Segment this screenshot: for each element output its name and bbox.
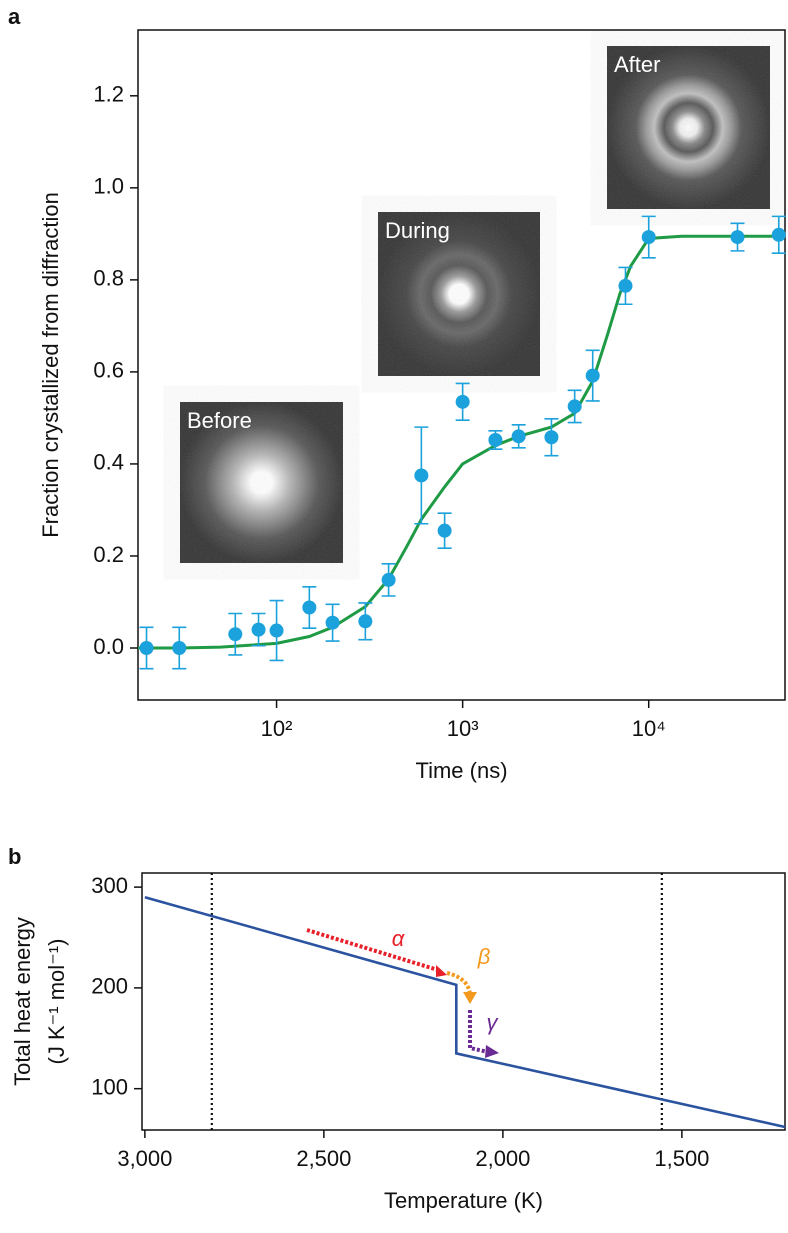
inset-grain [607,46,770,209]
data-point [455,394,470,409]
data-point [511,429,526,444]
data-point [358,614,373,629]
plot-frame [137,29,786,701]
x-tick-label: 2,500 [296,1146,351,1171]
data-point [139,641,154,656]
y-tick-label: 0.0 [93,634,124,659]
data-point [488,433,503,448]
data-point [302,600,317,615]
data-point [567,399,582,414]
data-point [771,227,786,242]
panel-label: a [8,4,21,29]
y-tick-label: 0.4 [93,450,124,475]
data-point [228,627,243,642]
data-point [269,623,284,638]
data-point [251,622,266,637]
y-tick-label: 0.8 [93,266,124,291]
beta-arrow [446,971,472,995]
x-tick-label: 2,000 [475,1146,530,1171]
y-axis-label: (J K⁻¹ mol⁻¹) [44,939,69,1065]
y-tick-label: 100 [91,1074,128,1099]
data-point [618,278,633,293]
x-axis-label: Time (ns) [415,758,507,783]
arrow-head [436,965,447,977]
gamma-arrow [468,1010,489,1054]
inset-grain [378,212,540,376]
data-point [730,230,745,245]
annotation-label: β [477,944,491,969]
arrow-head [485,1045,499,1058]
data-point [414,468,429,483]
y-tick-label: 1.0 [93,174,124,199]
y-tick-label: 0.6 [93,358,124,383]
data-point [437,523,452,538]
data-point [325,615,340,630]
inset-label: Before [187,408,252,433]
panel-label: b [8,844,21,869]
x-axis-label: Temperature (K) [384,1188,543,1213]
y-axis-label: Total heat energy [10,917,35,1086]
annotation-label: α [392,926,406,951]
y-axis-label: Fraction crystallized from diffraction [38,192,63,538]
data-point [585,368,600,383]
y-tick-label: 1.2 [93,82,124,107]
inset-grain [180,402,343,563]
x-tick-label: 10⁴ [632,716,666,741]
y-tick-label: 0.2 [93,542,124,567]
inset-label: After [614,52,660,77]
alpha-arrow [306,928,439,972]
data-point [381,572,396,587]
x-tick-label: 10² [261,716,293,741]
annotation-arrows [306,928,499,1058]
data-point [544,430,559,445]
y-tick-label: 200 [91,974,128,999]
annotation-label: γ [487,1010,500,1035]
data-line [144,895,786,1129]
plot-frame [141,872,786,1131]
x-tick-label: 1,500 [654,1146,709,1171]
inset-label: During [385,218,450,243]
y-tick-label: 300 [91,873,128,898]
arrow-head [463,992,477,1004]
data-point [641,230,656,245]
x-tick-label: 3,000 [117,1146,172,1171]
data-point [172,641,187,656]
x-tick-label: 10³ [447,716,479,741]
